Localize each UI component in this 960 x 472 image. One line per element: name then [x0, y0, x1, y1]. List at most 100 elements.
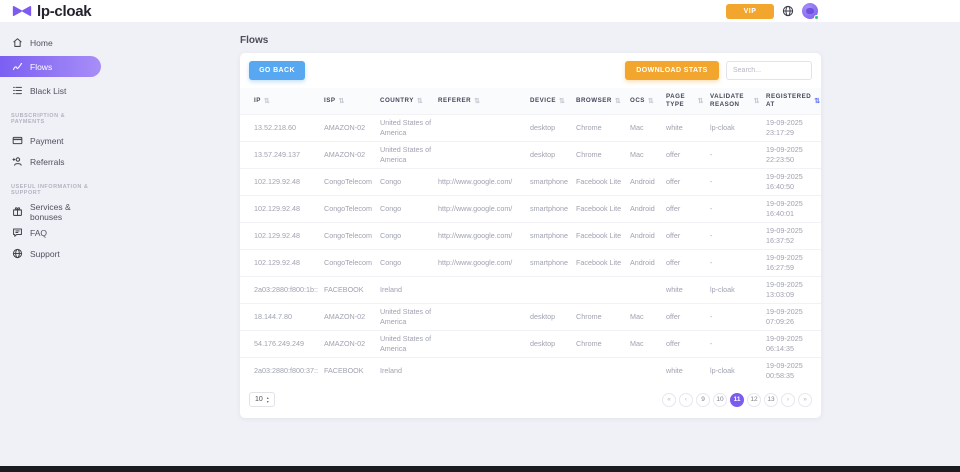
avatar[interactable] — [802, 3, 819, 20]
table-row: 102.129.92.48 CongoTelecom Congo http://www… — [240, 195, 821, 222]
list-icon — [11, 85, 23, 97]
cell-ocs: Android — [630, 176, 655, 186]
column-header-browser[interactable]: BROWSER ⇅ — [573, 88, 627, 114]
table-row: 18.144.7.80 AMAZON-02 United States of Ame… — [240, 303, 821, 330]
cell-isp: CongoTelecom — [324, 203, 372, 213]
column-label: BROWSER — [576, 96, 612, 104]
sidebar-item-flows[interactable]: Flows — [0, 56, 101, 77]
column-header-ip[interactable]: IP ⇅ — [240, 88, 321, 114]
page-button-12[interactable]: 12 — [747, 392, 761, 407]
home-icon — [11, 37, 23, 49]
cell-country: Congo — [380, 257, 402, 267]
cell-validate-reason: lp-cloak — [710, 366, 735, 376]
vip-button[interactable]: VIP — [726, 3, 774, 19]
cell-browser: Facebook Lite — [576, 176, 622, 186]
brand-logo[interactable]: lp-cloak — [12, 2, 92, 20]
page-nav-button[interactable]: ‹ — [679, 392, 693, 407]
page-button-13[interactable]: 13 — [764, 392, 778, 407]
cell-country: United States of America — [380, 145, 432, 164]
sort-icon[interactable]: ⇅ — [263, 97, 271, 105]
cell-referer: http://www.google.com/ — [438, 176, 513, 186]
sort-icon[interactable]: ⇅ — [416, 97, 424, 105]
page-nav-button[interactable]: « — [662, 392, 676, 407]
cell-referer: http://www.google.com/ — [438, 203, 513, 213]
download-stats-button[interactable]: DOWNLOAD STATS — [625, 61, 719, 80]
sort-icon[interactable]: ⇅ — [614, 97, 622, 105]
column-header-device[interactable]: DEVICE ⇅ — [527, 88, 573, 114]
sidebar-item-faq[interactable]: FAQ — [0, 222, 101, 243]
cell-isp: AMAZON-02 — [324, 338, 366, 348]
column-header-referer[interactable]: REFERER ⇅ — [435, 88, 527, 114]
cell-ip: 13.52.218.60 — [254, 122, 296, 132]
sort-icon[interactable]: ⇅ — [647, 97, 655, 105]
page-size-select[interactable]: 10 ▴ ▾ — [249, 392, 275, 407]
sort-icon[interactable]: ⇅ — [697, 97, 704, 105]
cell-registered-at: 19-09-2025 07:09:26 — [766, 306, 803, 326]
column-header-isp[interactable]: ISP ⇅ — [321, 88, 377, 114]
cell-isp: CongoTelecom — [324, 176, 372, 186]
cell-referer — [435, 276, 527, 303]
column-label: COUNTRY — [380, 96, 414, 104]
flows-icon — [11, 61, 23, 73]
sidebar-item-home[interactable]: Home — [0, 32, 101, 53]
sidebar-item-black-list[interactable]: Black List — [0, 80, 101, 101]
sidebar-item-support[interactable]: Support — [0, 243, 101, 264]
cell-browser: Chrome — [576, 149, 602, 159]
column-label: PAGE TYPE — [666, 92, 686, 108]
page-button-9[interactable]: 9 — [696, 392, 710, 407]
cell-country: Congo — [380, 176, 402, 186]
column-header-country[interactable]: COUNTRY ⇅ — [377, 88, 435, 114]
column-header-ocs[interactable]: OCS ⇅ — [627, 88, 663, 114]
cell-ocs: Mac — [630, 122, 644, 132]
sort-icon[interactable]: ⇅ — [474, 97, 481, 105]
cell-validate-reason: - — [710, 203, 713, 213]
cell-page-type: offer — [666, 338, 681, 348]
cell-isp: FACEBOOK — [324, 366, 364, 376]
sidebar-item-label: Referrals — [30, 156, 65, 167]
sidebar-item-label: Flows — [30, 61, 53, 72]
page-button-10[interactable]: 10 — [713, 392, 727, 407]
language-globe-icon[interactable] — [782, 5, 794, 17]
table-header-row: IP ⇅ ISP ⇅ COUNTRY ⇅ REFERER ⇅ DEVICE ⇅ BROWSER ⇅ OC… — [240, 88, 821, 114]
sidebar-item-referrals[interactable]: Referrals — [0, 151, 101, 172]
column-header-page_type[interactable]: PAGE TYPE ⇅ — [663, 88, 707, 114]
column-header-registered_at[interactable]: REGISTERED AT ⇅ — [763, 88, 821, 114]
chat-icon — [11, 227, 23, 239]
cell-ocs: Mac — [630, 311, 644, 321]
page-nav-button[interactable]: » — [798, 392, 812, 407]
cell-browser: Chrome — [576, 338, 602, 348]
page-nav-button[interactable]: › — [781, 392, 795, 407]
cell-registered-at: 19-09-2025 16:27:59 — [766, 252, 803, 272]
cell-device: desktop — [530, 311, 556, 321]
cell-referer: http://www.google.com/ — [438, 230, 513, 240]
sidebar-section-subscription: SUBSCRIPTION & PAYMENTS — [11, 113, 101, 125]
cell-isp: FACEBOOK — [324, 284, 364, 294]
sidebar-item-payment[interactable]: Payment — [0, 130, 101, 151]
sort-icon[interactable]: ⇅ — [814, 97, 821, 105]
cell-ip: 13.57.249.137 — [254, 149, 300, 159]
sort-icon[interactable]: ⇅ — [338, 97, 345, 105]
sidebar-item-services[interactable]: Services & bonuses — [0, 201, 101, 222]
page-button-11[interactable]: 11 — [730, 392, 744, 407]
column-label: DEVICE — [530, 96, 557, 104]
page-title: Flows — [240, 35, 269, 46]
cell-device: smartphone — [530, 257, 568, 267]
cell-browser: Chrome — [576, 122, 602, 132]
cell-validate-reason: - — [710, 311, 713, 321]
cell-page-type: offer — [666, 257, 681, 267]
brand-name: lp-cloak — [37, 2, 92, 20]
column-header-validate_reason[interactable]: VALIDATE REASON ⇅ — [707, 88, 763, 114]
mask-logo-icon — [12, 5, 32, 17]
sidebar-item-label: Support — [30, 248, 60, 259]
table-row: 102.129.92.48 CongoTelecom Congo http://www… — [240, 249, 821, 276]
search-input[interactable] — [726, 61, 812, 80]
go-back-button[interactable]: GO BACK — [249, 61, 305, 80]
cell-ocs: Android — [630, 257, 655, 267]
page-body: Home Flows Black List SUBSCRIPTION & PAY… — [0, 22, 960, 466]
table-row: 13.52.218.60 AMAZON-02 United States of Am… — [240, 114, 821, 141]
cell-registered-at: 19-09-2025 00:58:35 — [766, 361, 803, 380]
sort-icon[interactable]: ⇅ — [559, 97, 566, 105]
sort-icon[interactable]: ⇅ — [753, 97, 760, 105]
cell-referer — [435, 114, 527, 141]
